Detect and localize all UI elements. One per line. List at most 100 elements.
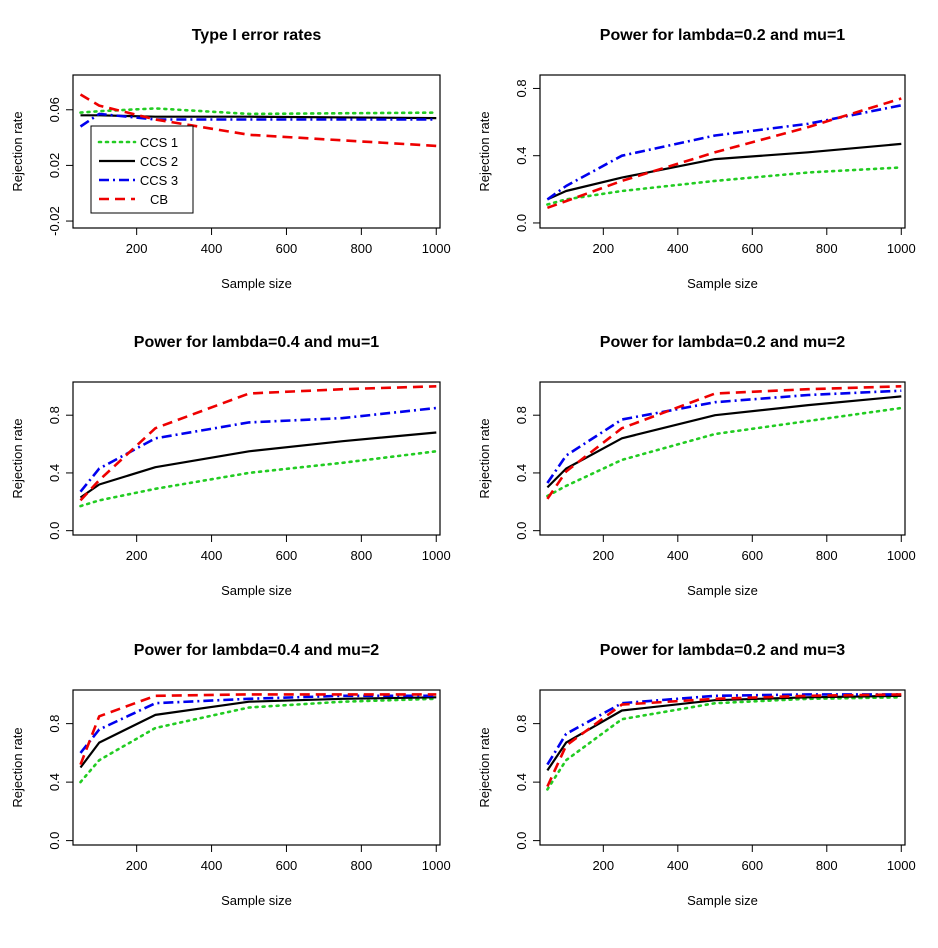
y-tick-label: 0.02 (47, 153, 62, 178)
x-tick-label: 600 (276, 858, 298, 873)
x-tick-label: 400 (201, 241, 223, 256)
panel-title: Power for lambda=0.2 and mu=3 (600, 642, 846, 659)
series-line-cb (546, 693, 902, 788)
y-tick-label: 0.8 (514, 79, 529, 97)
y-tick-label: 0.4 (514, 464, 529, 482)
series-line-ccs-1 (79, 107, 438, 116)
y-tick-label: 0.4 (47, 464, 62, 482)
x-tick-label: 400 (201, 548, 223, 563)
series-line-ccs-3 (546, 389, 902, 484)
x-tick-label: 1000 (422, 548, 451, 563)
panel-title: Power for lambda=0.4 and mu=1 (134, 334, 380, 351)
x-tick-label: 600 (276, 548, 298, 563)
panel-title: Power for lambda=0.2 and mu=1 (600, 27, 846, 44)
series-line-cb (546, 385, 902, 500)
series-line-ccs-2 (546, 395, 902, 489)
x-axis-label: Sample size (687, 893, 758, 908)
x-tick-label: 800 (816, 241, 838, 256)
y-tick-label: 0.06 (47, 97, 62, 122)
y-axis-label: Rejection rate (10, 111, 25, 191)
series-line-ccs-1 (546, 166, 903, 206)
x-axis-label: Sample size (687, 583, 758, 598)
chart-panel-1: Type I error rates 200 400 600 800 1000 -0.02 0… (10, 27, 451, 291)
x-axis-label: Sample size (221, 583, 292, 598)
plot-frame (539, 381, 906, 536)
series-line-ccs-3 (79, 694, 437, 754)
y-tick-label: -0.02 (47, 206, 62, 236)
plot-frame (539, 689, 906, 846)
y-axis-label: Rejection rate (477, 111, 492, 191)
series-line-ccs-1 (546, 406, 903, 498)
y-axis-label: Rejection rate (10, 727, 25, 807)
x-tick-label: 400 (667, 858, 689, 873)
x-tick-label: 1000 (422, 241, 451, 256)
panel-title: Type I error rates (192, 27, 322, 44)
x-tick-label: 600 (741, 548, 763, 563)
series-line-cb (79, 385, 437, 502)
y-tick-label: 0.8 (514, 715, 529, 733)
chart-panel-6: Power for lambda=0.2 and mu=3 200 400 600 80… (477, 642, 916, 908)
y-tick-label: 0.0 (514, 832, 529, 850)
x-tick-label: 800 (816, 548, 838, 563)
series-line-ccs-2 (79, 696, 437, 769)
series-line-ccs-1 (79, 697, 438, 784)
x-tick-label: 1000 (887, 548, 916, 563)
y-tick-label: 0.4 (514, 147, 529, 165)
panel-title: Power for lambda=0.4 and mu=2 (134, 642, 380, 659)
chart-panel-4: Power for lambda=0.2 and mu=2 200 400 600 80… (477, 334, 916, 598)
series-line-ccs-2 (79, 431, 437, 499)
series-line-ccs-1 (79, 449, 438, 508)
series-line-ccs-1 (546, 695, 903, 791)
y-tick-label: 0.4 (47, 773, 62, 791)
legend-label: CCS 3 (140, 173, 178, 188)
x-tick-label: 200 (126, 241, 148, 256)
y-tick-label: 0.0 (47, 522, 62, 540)
x-tick-label: 400 (201, 858, 223, 873)
y-axis-label: Rejection rate (477, 727, 492, 807)
y-tick-label: 0.8 (47, 406, 62, 424)
plot-frame (72, 381, 441, 536)
series-line-ccs-3 (546, 693, 902, 766)
x-tick-label: 600 (276, 241, 298, 256)
x-tick-label: 400 (667, 548, 689, 563)
x-tick-label: 200 (592, 858, 614, 873)
x-tick-label: 400 (667, 241, 689, 256)
legend-label: CCS 2 (140, 154, 178, 169)
y-tick-label: 0.0 (47, 832, 62, 850)
series-line-ccs-2 (546, 142, 902, 201)
x-tick-label: 200 (592, 548, 614, 563)
x-tick-label: 800 (816, 858, 838, 873)
y-tick-label: 0.8 (47, 715, 62, 733)
x-tick-label: 1000 (887, 241, 916, 256)
plot-frame (539, 74, 906, 229)
x-tick-label: 200 (126, 858, 148, 873)
x-tick-label: 800 (351, 241, 373, 256)
series-line-cb (546, 97, 902, 210)
x-tick-label: 1000 (422, 858, 451, 873)
x-axis-label: Sample size (221, 893, 292, 908)
series-line-ccs-2 (80, 114, 437, 120)
x-tick-label: 200 (126, 548, 148, 563)
chart-panel-5: Power for lambda=0.4 and mu=2 200 400 600 80… (10, 642, 451, 908)
plot-frame (72, 689, 441, 846)
series-line-ccs-2 (546, 694, 902, 772)
x-tick-label: 600 (741, 858, 763, 873)
series-line-cb (79, 693, 437, 766)
y-axis-label: Rejection rate (477, 418, 492, 498)
x-tick-label: 600 (741, 241, 763, 256)
chart-panel-3: Power for lambda=0.4 and mu=1 200 400 600 80… (10, 334, 451, 598)
panel-title: Power for lambda=0.2 and mu=2 (600, 334, 846, 351)
plot-frame (72, 74, 441, 229)
legend: CCS 1 CCS 2 CCS 3 CB (90, 125, 194, 214)
x-axis-label: Sample size (221, 276, 292, 291)
chart-panel-2: Power for lambda=0.2 and mu=1 200 400 600 80… (477, 27, 916, 291)
y-tick-label: 0.0 (514, 214, 529, 232)
series-line-ccs-3 (79, 112, 437, 128)
series-line-ccs-3 (546, 104, 902, 201)
legend-label: CB (150, 192, 168, 207)
y-tick-label: 0.8 (514, 406, 529, 424)
x-tick-label: 1000 (887, 858, 916, 873)
y-tick-label: 0.0 (514, 522, 529, 540)
x-axis-label: Sample size (687, 276, 758, 291)
